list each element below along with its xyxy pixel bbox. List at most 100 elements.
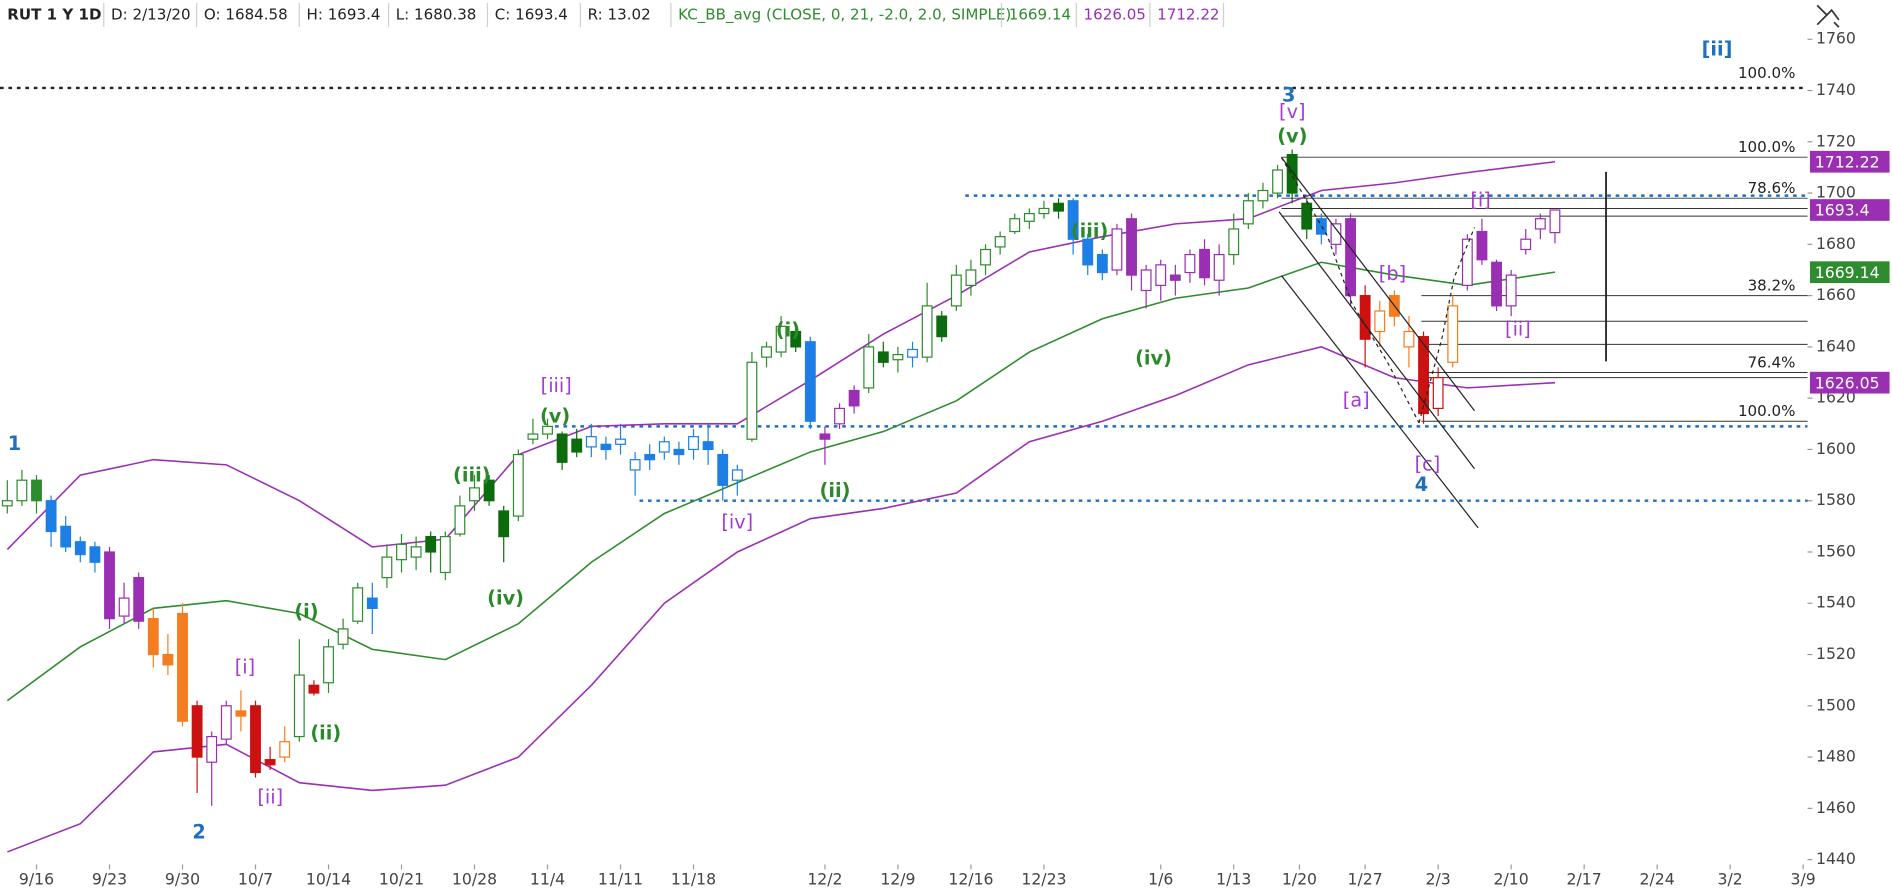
candle-body: [673, 448, 685, 456]
candle-body: [147, 618, 159, 656]
x-tick-label: 2/24: [1640, 870, 1675, 889]
wave-path: [1280, 157, 1420, 424]
y-tick-label: 1760: [1816, 29, 1856, 48]
fib-label: 100.0%: [1738, 402, 1796, 420]
band-line: [6, 160, 1556, 550]
band-line: [6, 261, 1556, 702]
y-tick-label: 1580: [1816, 490, 1856, 509]
x-tick-label: 1/13: [1216, 870, 1251, 889]
icon-stroke: [1816, 4, 1840, 21]
candle-body: [527, 433, 539, 440]
candle-body: [965, 269, 977, 286]
header-item: H: 1693.4: [306, 6, 380, 24]
candle-body: [439, 536, 451, 574]
y-tick-label: 1740: [1816, 80, 1856, 99]
x-tick-label: 11/4: [530, 870, 565, 889]
wave-label: (iii): [1071, 220, 1108, 243]
candle-body: [133, 577, 145, 622]
candle-body: [498, 510, 510, 538]
x-tick-label: 3/9: [1791, 870, 1816, 889]
price-badge: [1809, 199, 1890, 221]
candle-body: [366, 597, 378, 609]
icon-stroke: [1816, 14, 1840, 28]
candle-body: [1286, 154, 1298, 194]
candle-body: [279, 741, 291, 758]
candle-body: [1111, 228, 1123, 271]
candle-body: [1184, 253, 1196, 274]
candle-body: [571, 438, 583, 453]
candle-body: [1228, 228, 1240, 256]
wave-label: [c]: [1415, 453, 1441, 476]
wave-label: [ii]: [257, 786, 283, 809]
candle-body: [1023, 212, 1035, 222]
candle-body: [1432, 377, 1444, 410]
candle-body: [907, 348, 918, 358]
candle-body: [1359, 295, 1371, 340]
price-badge: [1809, 261, 1890, 284]
candle-body: [921, 305, 933, 358]
candle-body: [1520, 238, 1532, 251]
study-value: 1669.14: [1009, 6, 1071, 24]
candle-body: [1476, 230, 1488, 261]
candle-body: [1374, 310, 1386, 333]
wave-label: (ii): [820, 479, 851, 502]
y-tick-label: 1460: [1816, 798, 1856, 817]
candle-body: [1301, 202, 1313, 230]
x-tick-label: 11/18: [671, 870, 716, 889]
candle-body: [834, 407, 845, 425]
candle-body: [585, 436, 597, 448]
candle-body: [936, 315, 948, 338]
wave-label: [iv]: [721, 511, 753, 534]
candle-body: [542, 425, 553, 435]
fib-label: 78.6%: [1748, 179, 1796, 197]
candle-body: [89, 546, 101, 563]
wave-label: (ii): [310, 722, 341, 745]
header-item: O: 1684.58: [204, 6, 288, 24]
candle-body: [1213, 253, 1225, 281]
candle-body: [1082, 238, 1094, 266]
trend-lines: [1278, 157, 1607, 529]
candle-body: [804, 341, 816, 422]
candle-body: [293, 674, 305, 738]
wave-label: 1: [8, 432, 21, 455]
annotations: 1 2 [i] [ii] (i) (ii) (iii) (iv) (v) [ii…: [8, 38, 1733, 844]
price-badge-label: 1693.4: [1815, 201, 1870, 220]
candle-body: [323, 646, 334, 684]
price-badge: [1809, 371, 1890, 394]
channel-line: [1280, 275, 1479, 529]
candle-body: [994, 236, 1006, 248]
candle-body: [819, 433, 831, 440]
wave-label: 4: [1415, 473, 1428, 496]
candle-body: [1126, 218, 1137, 276]
band-line: [7, 346, 1556, 853]
candle-body: [1140, 269, 1152, 292]
x-tick-label: 11/11: [598, 870, 643, 889]
candle-body: [775, 325, 787, 353]
wave-path: [1418, 227, 1476, 424]
candle-body: [1330, 223, 1342, 245]
candle-body: [980, 248, 991, 266]
price-badge: [1809, 150, 1890, 173]
candle-body: [104, 551, 115, 620]
y-tick-label: 1720: [1816, 131, 1856, 150]
candle-body: [206, 735, 218, 763]
fib-label: 76.4%: [1748, 353, 1796, 371]
candle-body: [1491, 261, 1502, 307]
candle-body: [1053, 202, 1064, 212]
x-tick-label: 10/14: [306, 870, 351, 889]
y-tick-label: 1440: [1816, 849, 1856, 868]
candle-body: [848, 389, 860, 407]
candle-body: [118, 597, 130, 617]
candle-body: [483, 479, 495, 502]
x-tick-label: 2/3: [1426, 870, 1451, 889]
symbol: RUT 1 Y 1D: [7, 6, 101, 24]
candle-body: [761, 346, 772, 358]
candle-body: [1461, 238, 1473, 286]
wave-label: (i): [776, 319, 800, 342]
y-tick-label: 1680: [1816, 234, 1856, 253]
settings-icon[interactable]: [1816, 4, 1840, 28]
wave-label: [i]: [235, 655, 255, 678]
candle-body: [512, 453, 524, 517]
candle-body: [688, 436, 699, 451]
candle-body: [191, 705, 203, 758]
